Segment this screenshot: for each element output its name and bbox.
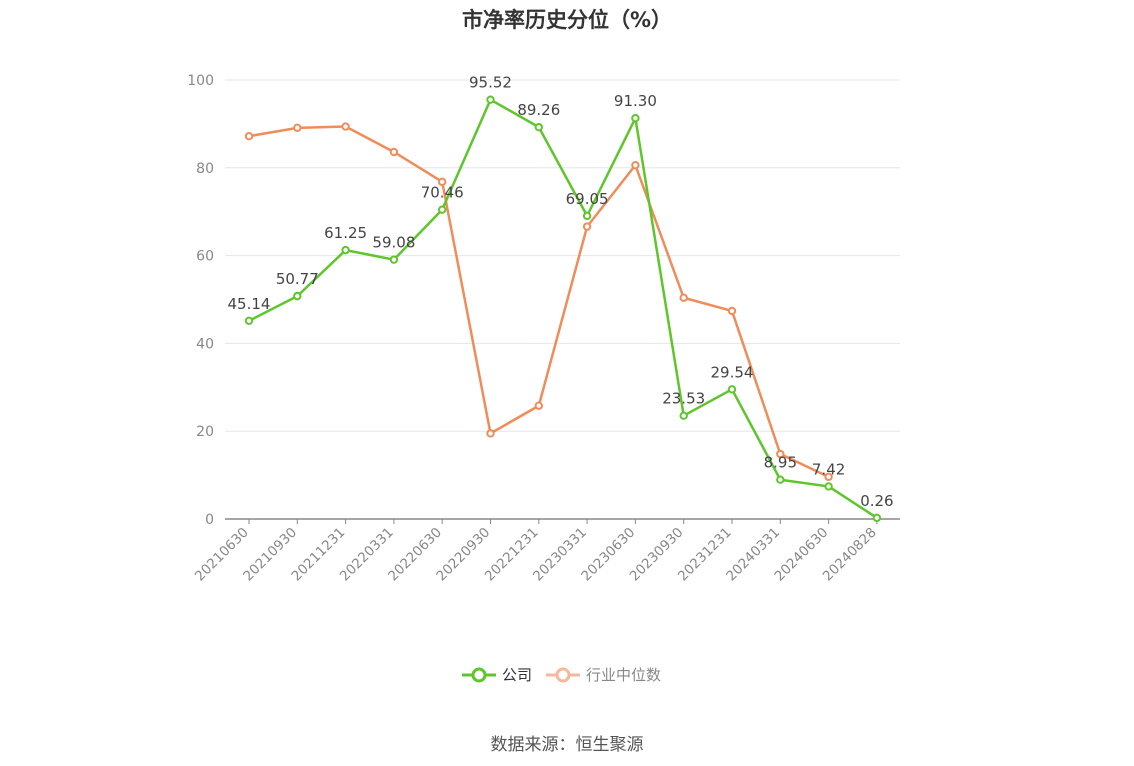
data-point-0[interactable] bbox=[824, 482, 833, 491]
y-tick-label: 20 bbox=[196, 424, 214, 440]
series-line-1 bbox=[248, 125, 830, 478]
data-point-0[interactable] bbox=[244, 316, 254, 326]
data-label: 95.52 bbox=[469, 74, 512, 92]
data-label: 69.05 bbox=[566, 190, 609, 208]
legend: 公司 行业中位数 bbox=[462, 664, 675, 685]
data-point-1[interactable] bbox=[824, 472, 833, 482]
data-point-0[interactable] bbox=[534, 122, 543, 132]
data-point-0[interactable] bbox=[679, 411, 688, 420]
data-point-1[interactable] bbox=[776, 449, 785, 459]
series-lines bbox=[244, 95, 882, 523]
data-label: 45.14 bbox=[228, 295, 271, 313]
data-point-0[interactable] bbox=[776, 475, 785, 484]
data-labels: 45.14 50.77 61.25 59.08 70.46 95.52 89.26 69.05… bbox=[228, 74, 894, 510]
y-tick-label: 60 bbox=[196, 249, 214, 265]
data-label: 29.54 bbox=[711, 363, 754, 381]
grid-lines bbox=[225, 79, 900, 432]
legend-industry-label: 行业中位数 bbox=[586, 666, 662, 684]
data-point-0[interactable] bbox=[582, 211, 592, 221]
y-tick-label: 80 bbox=[196, 161, 214, 177]
data-point-1[interactable] bbox=[727, 306, 737, 316]
y-tick-label: 100 bbox=[187, 73, 214, 89]
legend-company-swatch-icon bbox=[462, 667, 496, 682]
data-label: 7.42 bbox=[812, 460, 845, 478]
data-point-0[interactable] bbox=[631, 113, 640, 123]
data-point-0[interactable] bbox=[872, 513, 882, 523]
data-point-0[interactable] bbox=[727, 385, 737, 394]
data-label: 91.30 bbox=[614, 92, 657, 110]
legend-item-industry-median[interactable]: 行业中位数 bbox=[546, 664, 661, 685]
data-point-1[interactable] bbox=[582, 222, 592, 231]
data-point-1[interactable] bbox=[438, 177, 447, 187]
data-point-1[interactable] bbox=[389, 147, 399, 157]
legend-company-label: 公司 bbox=[502, 666, 533, 684]
legend-industry-swatch-icon bbox=[546, 667, 581, 682]
axes: 0204060801002021063020210930202112312022… bbox=[187, 73, 900, 584]
data-point-1[interactable] bbox=[341, 122, 350, 131]
data-point-0[interactable] bbox=[389, 255, 399, 264]
data-label: 0.26 bbox=[860, 492, 893, 510]
data-point-0[interactable] bbox=[486, 95, 495, 104]
data-point-1[interactable] bbox=[244, 131, 254, 141]
data-label: 59.08 bbox=[372, 234, 415, 252]
data-point-0[interactable] bbox=[438, 205, 447, 214]
data-point-1[interactable] bbox=[534, 401, 543, 410]
data-point-0[interactable] bbox=[293, 291, 302, 301]
data-label: 70.46 bbox=[421, 184, 464, 202]
data-label: 50.77 bbox=[276, 270, 319, 288]
data-point-1[interactable] bbox=[486, 429, 495, 438]
data-point-1[interactable] bbox=[293, 123, 302, 133]
data-label: 23.53 bbox=[662, 390, 705, 408]
data-source: 数据来源：恒生聚源 bbox=[490, 735, 644, 755]
y-tick-label: 0 bbox=[205, 512, 214, 528]
data-label: 8.95 bbox=[764, 454, 797, 472]
data-point-1[interactable] bbox=[679, 293, 688, 302]
data-label: 61.25 bbox=[324, 224, 367, 242]
data-point-1[interactable] bbox=[631, 160, 640, 170]
y-tick-label: 40 bbox=[196, 336, 214, 352]
data-point-0[interactable] bbox=[341, 245, 350, 255]
series-line-0 bbox=[248, 98, 878, 519]
chart-title: 市净率历史分位（%） bbox=[461, 8, 673, 32]
legend-item-company[interactable]: 公司 bbox=[462, 664, 532, 685]
data-label: 89.26 bbox=[517, 101, 560, 119]
